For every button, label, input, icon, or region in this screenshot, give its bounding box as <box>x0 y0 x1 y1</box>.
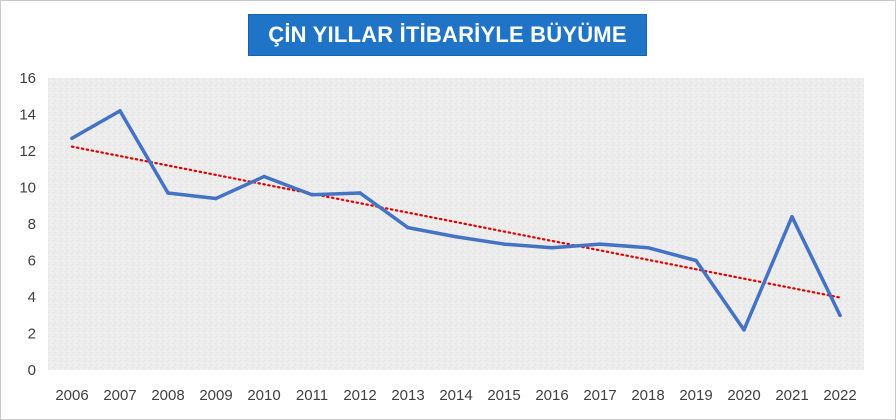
plot-area <box>48 78 864 370</box>
data-point <box>166 191 170 195</box>
x-tick-label: 2018 <box>631 387 664 404</box>
x-tick-label: 2011 <box>296 387 328 404</box>
data-point <box>838 313 842 317</box>
x-tick-label: 2013 <box>391 387 424 404</box>
x-tick-label: 2021 <box>775 387 808 404</box>
x-axis: 2006 2007 2008 2009 2010 2011 2012 2013 2014 2015… <box>55 387 856 404</box>
x-tick-label: 2012 <box>343 387 376 404</box>
data-point <box>262 174 266 179</box>
series-layer <box>70 109 842 332</box>
data-point <box>454 235 458 239</box>
x-tick-label: 2008 <box>151 387 184 404</box>
data-point <box>790 214 794 219</box>
y-tick-label: 16 <box>19 70 36 87</box>
x-tick-label: 2010 <box>247 387 280 404</box>
y-tick-label: 14 <box>19 107 36 124</box>
y-tick-label: 6 <box>28 253 36 270</box>
data-point <box>646 245 650 250</box>
data-point <box>742 328 746 332</box>
x-tick-label: 2015 <box>487 387 520 404</box>
x-tick-label: 2022 <box>823 387 856 404</box>
data-point <box>694 258 698 263</box>
y-tick-label: 4 <box>28 289 36 306</box>
x-tick-label: 2006 <box>55 387 88 404</box>
data-point <box>70 136 74 140</box>
x-tick-label: 2019 <box>679 387 712 404</box>
x-tick-label: 2009 <box>199 387 232 404</box>
x-tick-label: 2017 <box>583 387 616 404</box>
y-axis: 0 2 4 6 8 10 12 14 16 <box>19 70 36 379</box>
y-tick-label: 0 <box>28 362 36 379</box>
y-tick-label: 12 <box>19 143 36 160</box>
y-tick-label: 2 <box>28 326 36 343</box>
x-tick-label: 2016 <box>535 387 568 404</box>
x-tick-label: 2014 <box>439 387 472 404</box>
data-point <box>406 225 410 230</box>
data-point <box>118 109 122 113</box>
data-point <box>550 245 554 250</box>
x-tick-label: 2007 <box>103 387 136 404</box>
data-point <box>598 242 602 246</box>
data-point <box>502 242 506 246</box>
chart-title: ÇİN YILLAR İTİBARİYLE BÜYÜME <box>268 22 627 47</box>
x-tick-label: 2020 <box>727 387 760 404</box>
data-point <box>358 191 362 195</box>
y-tick-label: 8 <box>28 216 36 233</box>
data-point <box>310 193 314 197</box>
y-tick-label: 10 <box>19 180 36 197</box>
trendline <box>70 145 842 299</box>
data-point <box>214 196 218 201</box>
chart-title-box: ÇİN YILLAR İTİBARİYLE BÜYÜME <box>249 15 646 55</box>
